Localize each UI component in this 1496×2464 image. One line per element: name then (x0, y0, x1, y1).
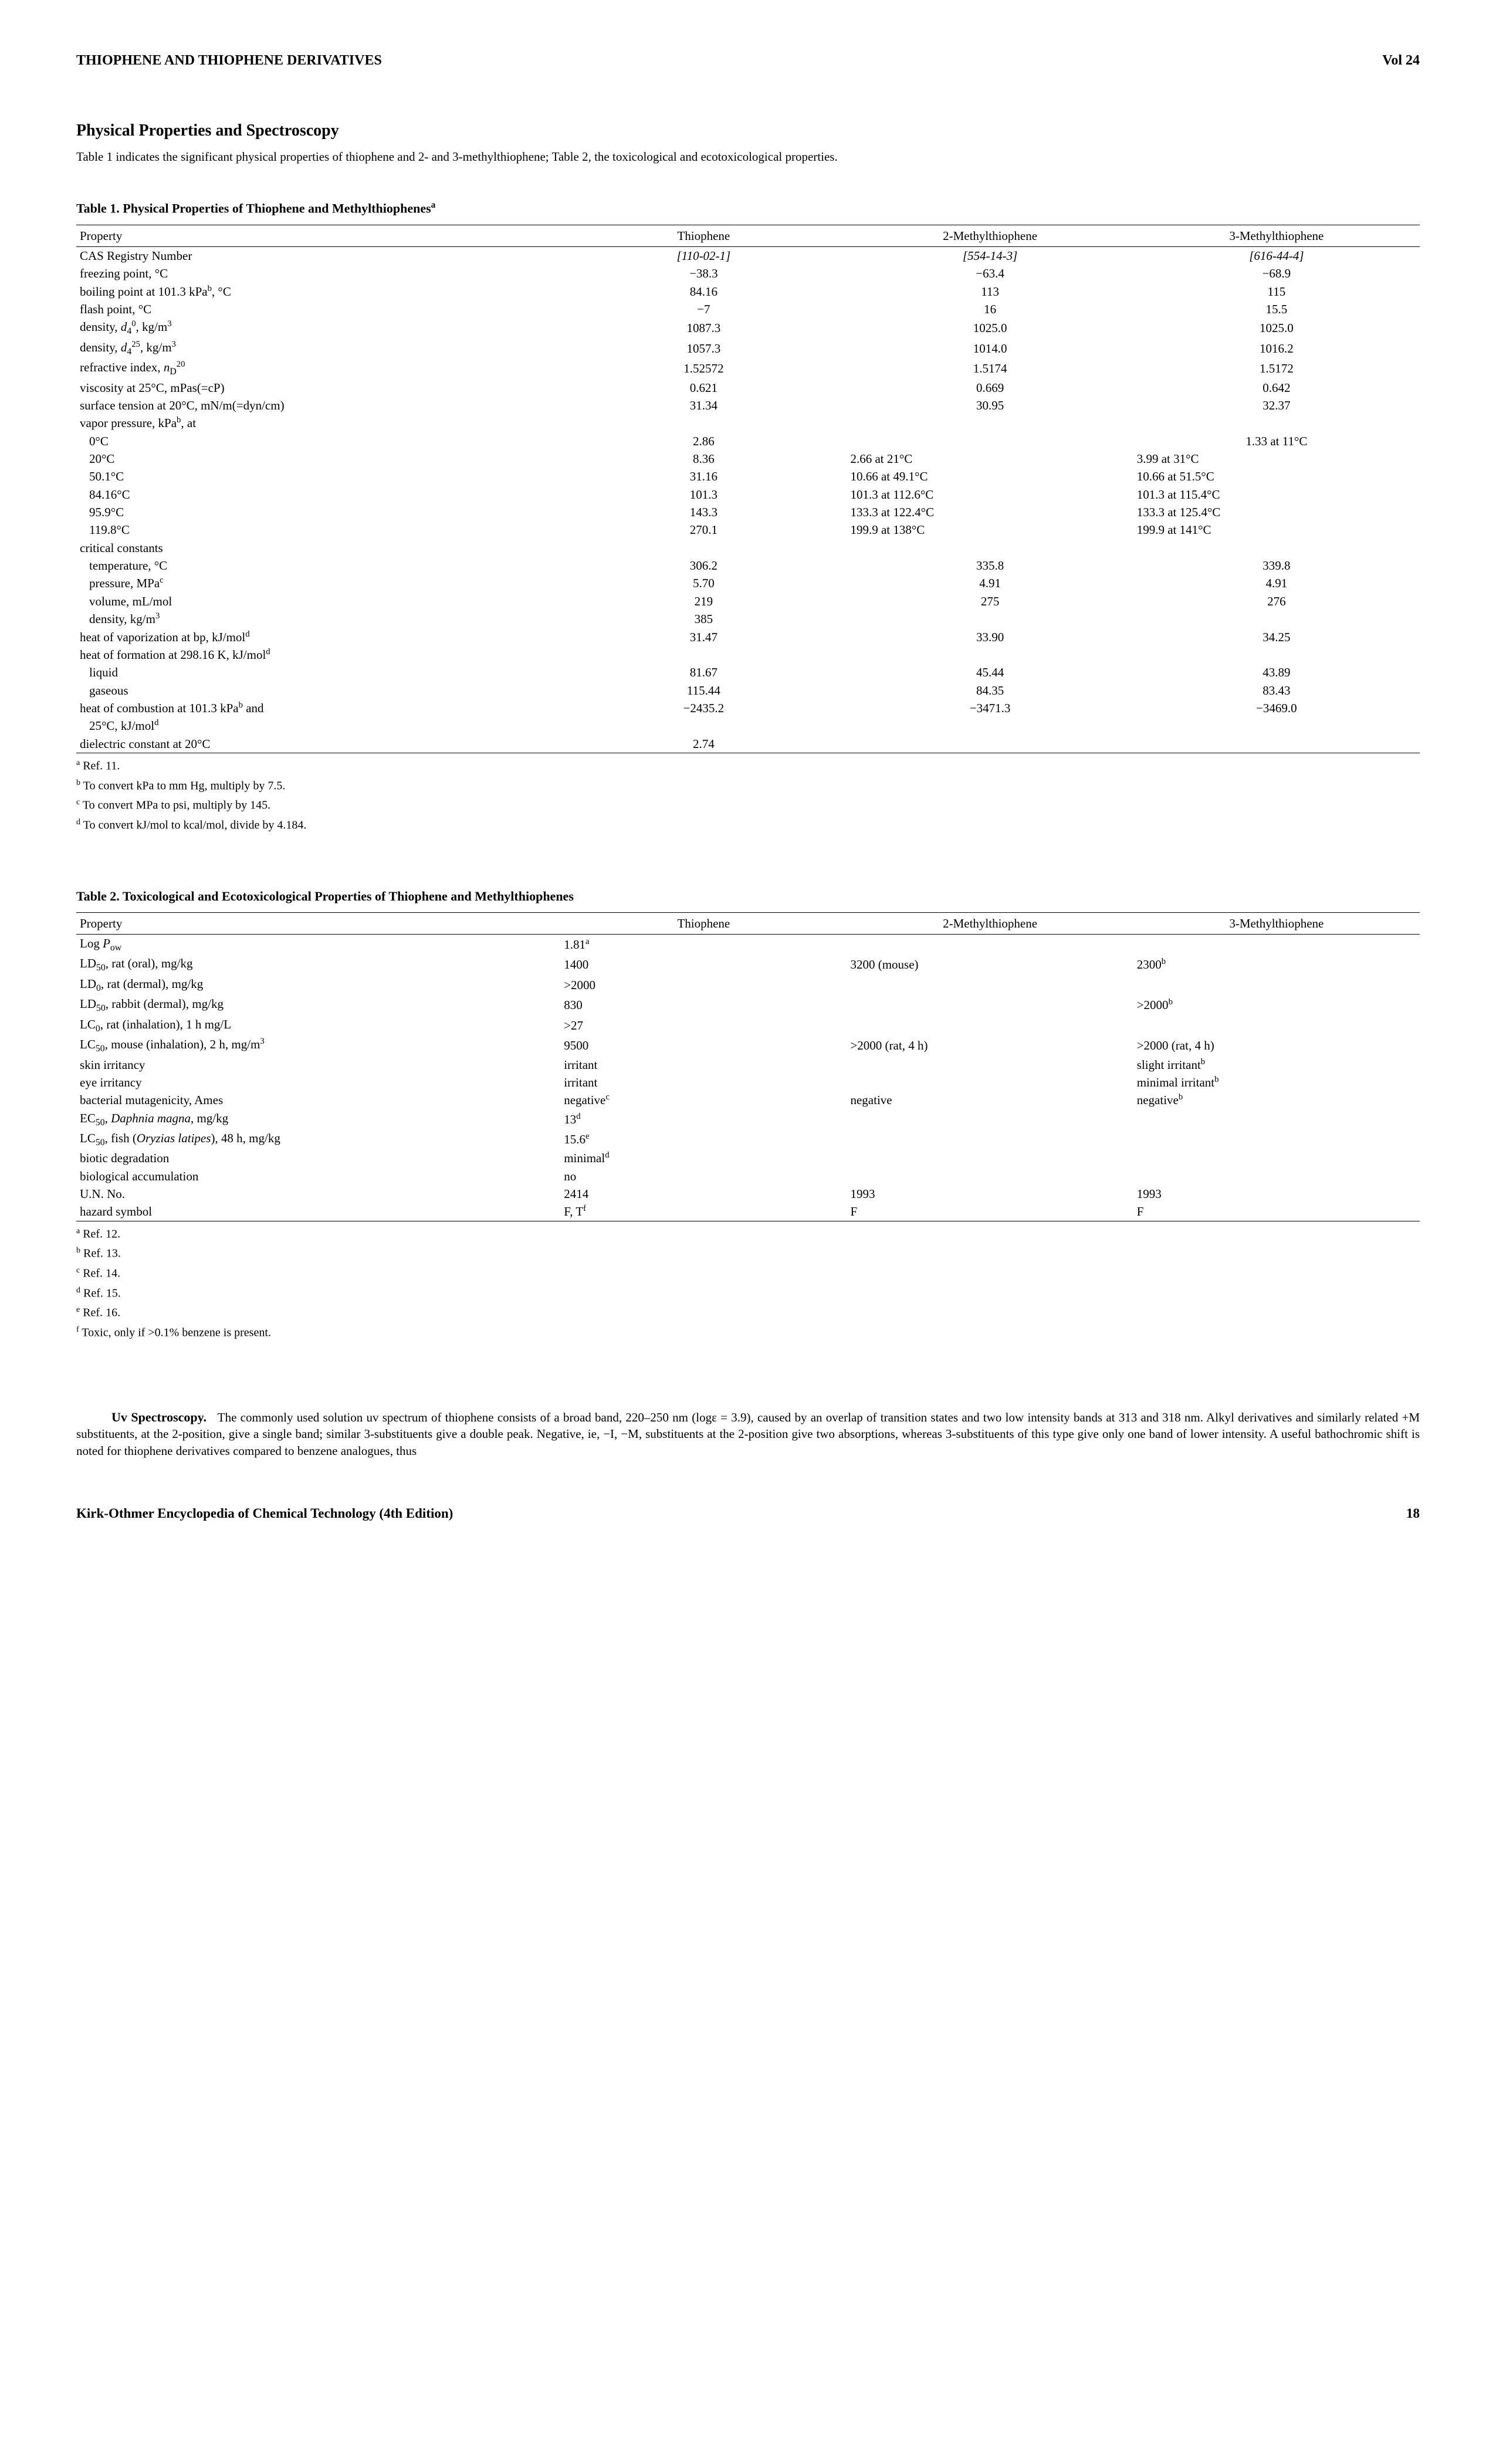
table2: PropertyThiophene2-Methylthiophene3-Meth… (76, 912, 1420, 1221)
intro-paragraph: Table 1 indicates the significant physic… (76, 148, 1420, 165)
table1: PropertyThiophene2-Methylthiophene3-Meth… (76, 225, 1420, 753)
footer-source: Kirk-Othmer Encyclopedia of Chemical Tec… (76, 1506, 453, 1521)
page-footer: Kirk-Othmer Encyclopedia of Chemical Tec… (76, 1506, 1420, 1521)
page-header: THIOPHENE AND THIOPHENE DERIVATIVES Vol … (76, 53, 1420, 69)
uv-paragraph: Uv Spectroscopy. The commonly used solut… (76, 1409, 1420, 1459)
table1-caption: Table 1. Physical Properties of Thiophen… (76, 200, 1420, 216)
footer-page: 18 (1406, 1506, 1420, 1521)
table1-footnotes: a Ref. 11.b To convert kPa to mm Hg, mul… (76, 757, 1420, 835)
table2-caption: Table 2. Toxicological and Ecotoxicologi… (76, 889, 1420, 904)
header-title: THIOPHENE AND THIOPHENE DERIVATIVES (76, 53, 382, 69)
table2-footnotes: a Ref. 12.b Ref. 13.c Ref. 14.d Ref. 15.… (76, 1225, 1420, 1342)
section-heading: Physical Properties and Spectroscopy (76, 121, 1420, 140)
header-vol: Vol 24 (1382, 53, 1420, 69)
